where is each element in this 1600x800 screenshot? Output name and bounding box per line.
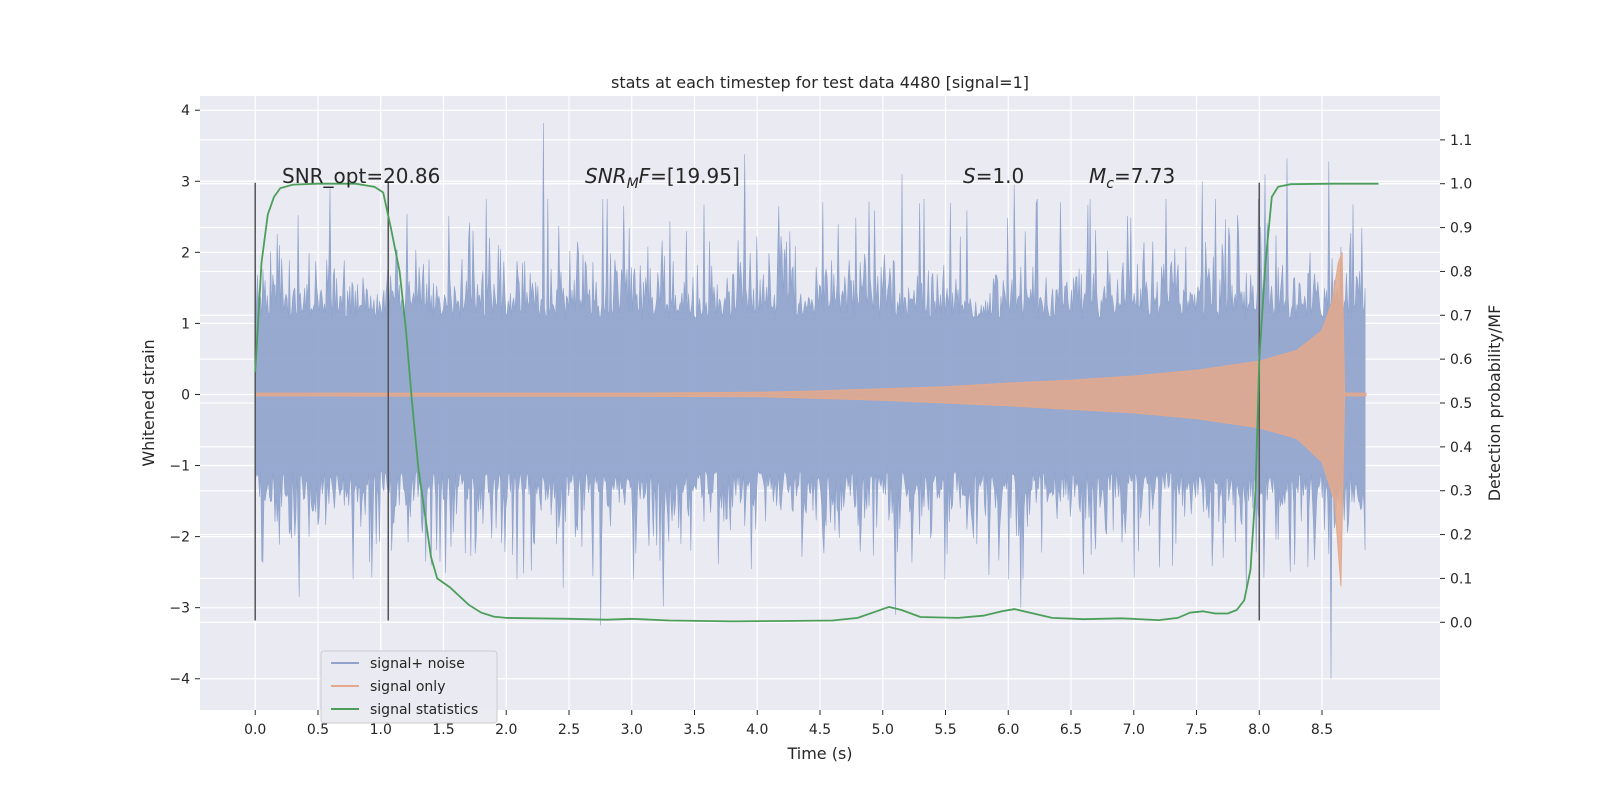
y2-tick-label: 0.1 xyxy=(1450,571,1472,587)
annotation-snr-mf-symbol: SNR xyxy=(585,164,627,188)
annotation-s-value: =1.0 xyxy=(976,164,1025,188)
x-axis-label: Time (s) xyxy=(786,744,852,763)
series-signal-statistics xyxy=(254,182,1379,623)
x-tick-label: 6.0 xyxy=(997,722,1019,738)
y2-tick-label: 0.2 xyxy=(1450,528,1472,544)
y-tick-label: −3 xyxy=(169,601,190,617)
x-tick-label: 0.5 xyxy=(307,722,329,738)
y2-tick-label: 0.8 xyxy=(1450,264,1472,280)
annotation-snr-mf-value: =[19.95] xyxy=(650,164,740,188)
x-tick-label: 4.5 xyxy=(809,722,831,738)
x-tick-label: 2.0 xyxy=(495,722,517,738)
x-tick-label: 0.0 xyxy=(244,722,266,738)
annotation-mc: Mc=7.73 xyxy=(1089,164,1175,192)
annotation-snr-mf-tail: F xyxy=(639,164,651,188)
x-tick-label: 7.5 xyxy=(1185,722,1207,738)
annotation-mc-symbol: M xyxy=(1089,164,1106,188)
y-tick-label: 2 xyxy=(181,245,190,261)
x-tick-label: 5.5 xyxy=(934,722,956,738)
x-tick-label: 3.0 xyxy=(621,722,643,738)
legend-label-signal-only: signal only xyxy=(370,679,445,695)
y-tick-label: 0 xyxy=(181,387,190,403)
y2-tick-label: 1.0 xyxy=(1450,177,1472,193)
chart-title: stats at each timestep for test data 448… xyxy=(611,73,1029,92)
y-axis-ticks: 4 3 2 1 0 −1 −2 −3 −4 xyxy=(169,103,200,688)
x-tick-label: 4.0 xyxy=(746,722,768,738)
series-signal-noise xyxy=(254,122,1366,679)
x-tick-label: 2.5 xyxy=(558,722,580,738)
y2-tick-label: 0.3 xyxy=(1450,484,1472,500)
annotation-snr-opt: SNR_opt=20.86 xyxy=(282,164,440,188)
legend-label-signal-noise: signal+ noise xyxy=(370,656,465,672)
y2-tick-label: 0.7 xyxy=(1450,308,1472,324)
x-tick-label: 8.0 xyxy=(1248,722,1270,738)
y-tick-label: −1 xyxy=(169,459,190,475)
y-tick-label: 4 xyxy=(181,103,190,119)
x-tick-label: 7.0 xyxy=(1123,722,1145,738)
y-tick-label: 1 xyxy=(181,316,190,332)
y2-tick-label: 0.9 xyxy=(1450,221,1472,237)
annotation-mc-subscript: c xyxy=(1106,176,1114,192)
signal-statistics-line xyxy=(254,182,1379,623)
signal-only-trace xyxy=(254,252,1367,587)
legend: signal+ noise signal only signal statist… xyxy=(320,650,498,724)
y2-tick-label: 1.1 xyxy=(1450,133,1472,149)
legend-label-signal-statistics: signal statistics xyxy=(370,702,478,718)
y-tick-label: −2 xyxy=(169,530,190,546)
annotation-snr-mf: SNRMF=[19.95] xyxy=(585,164,740,192)
x-tick-label: 8.5 xyxy=(1311,722,1333,738)
signal-noise-trace xyxy=(254,122,1366,679)
x-axis-ticks: 0.0 0.5 1.0 1.5 2.0 2.5 3.0 3.5 4.0 4.5 5.0 5.5 6.0 6… xyxy=(244,710,1333,738)
series-signal-only xyxy=(254,252,1367,587)
y2-tick-label: 0.0 xyxy=(1450,615,1472,631)
vertical-markers xyxy=(254,182,1261,621)
annotation-mc-value: =7.73 xyxy=(1114,164,1175,188)
y2-tick-label: 0.5 xyxy=(1450,396,1472,412)
x-tick-label: 5.0 xyxy=(872,722,894,738)
annotation-snr-mf-subscript: M xyxy=(627,176,639,192)
y2-tick-label: 0.6 xyxy=(1450,352,1472,368)
y2-tick-label: 0.4 xyxy=(1450,440,1472,456)
plot-area xyxy=(254,122,1379,679)
y-axis-label: Whitened strain xyxy=(139,339,158,466)
x-tick-label: 6.5 xyxy=(1060,722,1082,738)
x-tick-label: 1.0 xyxy=(370,722,392,738)
annotation-s: S=1.0 xyxy=(963,164,1024,188)
annotation-s-symbol: S xyxy=(963,164,976,188)
y-tick-label: 3 xyxy=(181,174,190,190)
x-tick-label: 3.5 xyxy=(683,722,705,738)
y-tick-label: −4 xyxy=(169,672,190,688)
y2-axis-ticks: 1.1 1.0 0.9 0.8 0.7 0.6 0.5 0.4 0.3 0.2 0.1 0.0 xyxy=(1440,133,1472,631)
x-tick-label: 1.5 xyxy=(432,722,454,738)
y2-axis-label: Detection probability/MF xyxy=(1485,305,1504,502)
legend-box xyxy=(320,650,498,724)
